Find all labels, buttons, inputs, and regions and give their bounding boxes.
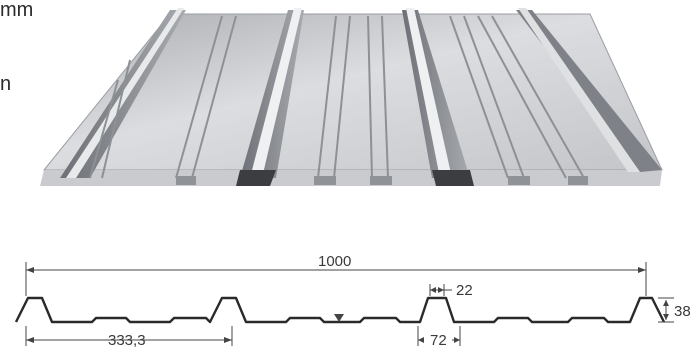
rib-3 xyxy=(402,8,474,186)
rib-1 xyxy=(60,8,186,178)
rib-height-label: 38 xyxy=(674,303,691,320)
sheet-illustration xyxy=(40,8,663,186)
edge-text-mm: mm xyxy=(0,0,34,21)
profile-section xyxy=(14,296,666,324)
section-marker-triangle xyxy=(334,314,344,322)
overall-width-label: 1000 xyxy=(318,253,351,270)
rib-pitch-label: 333,3 xyxy=(108,332,146,349)
dimension-lines xyxy=(25,262,674,346)
dimension-arrows xyxy=(26,267,669,343)
pan-grooves xyxy=(89,15,585,179)
rib-base-width-label: 72 xyxy=(430,332,447,349)
rib-top-width-label: 22 xyxy=(456,282,473,299)
edge-text-n: n xyxy=(0,73,12,95)
front-recesses xyxy=(176,176,588,185)
rib-2 xyxy=(236,8,304,186)
rib-4 xyxy=(516,8,662,172)
